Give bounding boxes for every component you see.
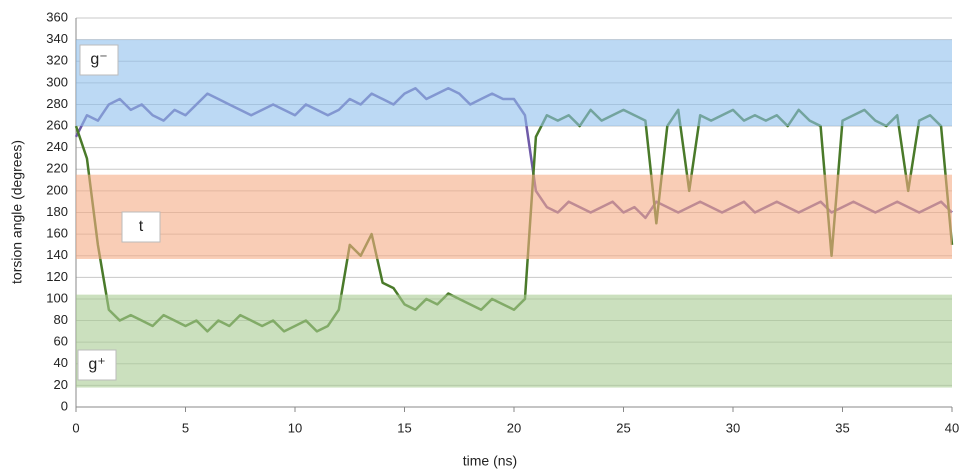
y-tick-label: 180 [46,204,68,219]
x-tick-label: 0 [72,420,79,435]
x-tick-label: 5 [182,420,189,435]
x-axis-label: time (ns) [463,453,517,469]
band-label: t [139,218,144,235]
x-tick-label: 20 [507,420,521,435]
band [76,294,952,388]
y-tick-label: 40 [54,355,68,370]
y-tick-label: 220 [46,161,68,176]
band [76,39,952,127]
y-tick-label: 0 [61,398,68,413]
band-label: g⁻ [90,51,107,68]
y-tick-label: 120 [46,269,68,284]
y-tick-label: 360 [46,9,68,24]
y-tick-label: 280 [46,96,68,111]
x-tick-label: 25 [616,420,630,435]
y-tick-label: 340 [46,31,68,46]
band [76,174,952,259]
x-tick-label: 35 [835,420,849,435]
band-label: g⁺ [88,356,105,373]
y-tick-label: 300 [46,74,68,89]
y-tick-label: 140 [46,247,68,262]
x-tick-label: 30 [726,420,740,435]
y-tick-label: 260 [46,117,68,132]
y-axis-label: torsion angle (degrees) [9,140,25,284]
y-tick-label: 100 [46,290,68,305]
y-tick-label: 20 [54,377,68,392]
x-tick-label: 10 [288,420,302,435]
band-label-box [79,44,119,76]
y-tick-label: 320 [46,53,68,68]
y-tick-label: 160 [46,226,68,241]
x-tick-label: 15 [397,420,411,435]
band-label-box [77,349,117,381]
band-label-box [121,211,161,243]
y-tick-label: 80 [54,312,68,327]
y-tick-label: 60 [54,334,68,349]
x-tick-label: 40 [945,420,959,435]
y-tick-label: 240 [46,139,68,154]
y-tick-label: 200 [46,182,68,197]
